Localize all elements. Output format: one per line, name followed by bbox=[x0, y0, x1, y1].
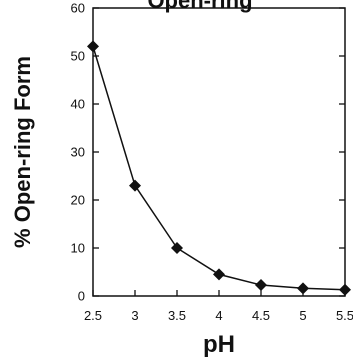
x-axis-title: pH bbox=[203, 331, 235, 358]
x-tick-label: 2.5 bbox=[84, 308, 102, 323]
y-axis: 0 10 20 30 40 50 60 bbox=[71, 1, 345, 304]
y-tick-label: 0 bbox=[78, 289, 85, 304]
x-tick-label: 4 bbox=[215, 308, 222, 323]
y-tick-label: 10 bbox=[71, 241, 85, 256]
plot-frame bbox=[92, 7, 346, 297]
series-line bbox=[92, 46, 346, 291]
y-tick-label: 20 bbox=[71, 193, 85, 208]
data-point-marker bbox=[255, 278, 267, 291]
data-point-marker bbox=[171, 242, 183, 254]
x-tick-label: 5 bbox=[299, 308, 306, 323]
clipped-title: Open-ring bbox=[147, 0, 252, 13]
x-tick-label: 3 bbox=[131, 308, 138, 323]
x-tick-label: 5.5 bbox=[336, 308, 353, 323]
data-point-marker bbox=[297, 282, 309, 295]
y-axis-title: % Open-ring Form bbox=[10, 56, 35, 248]
x-tick-label: 3.5 bbox=[168, 308, 186, 323]
data-point-marker bbox=[87, 40, 99, 53]
series-markers bbox=[87, 40, 351, 296]
y-tick-label: 50 bbox=[71, 49, 85, 64]
y-tick-label: 40 bbox=[71, 97, 85, 112]
y-tick-label: 30 bbox=[71, 145, 85, 160]
data-point-marker bbox=[339, 283, 351, 296]
y-tick-label: 60 bbox=[71, 1, 85, 16]
data-point-marker bbox=[129, 179, 141, 192]
data-point-marker bbox=[213, 268, 225, 281]
x-axis: 2.5 3 3.5 4 4.5 5 5.5 bbox=[84, 290, 353, 323]
x-tick-label: 4.5 bbox=[252, 308, 270, 323]
